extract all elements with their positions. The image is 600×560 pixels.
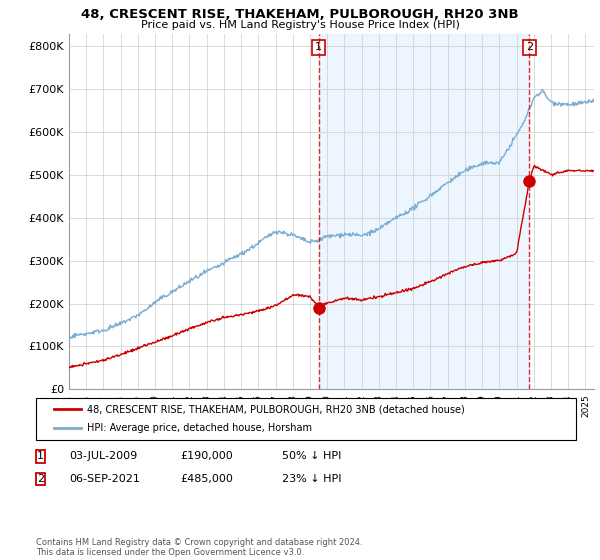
Text: 03-JUL-2009: 03-JUL-2009 bbox=[69, 451, 137, 461]
Text: 1: 1 bbox=[37, 451, 44, 461]
Text: 48, CRESCENT RISE, THAKEHAM, PULBOROUGH, RH20 3NB (detached house): 48, CRESCENT RISE, THAKEHAM, PULBOROUGH,… bbox=[87, 404, 465, 414]
Text: 1: 1 bbox=[315, 43, 322, 53]
Text: Contains HM Land Registry data © Crown copyright and database right 2024.
This d: Contains HM Land Registry data © Crown c… bbox=[36, 538, 362, 557]
Text: 2: 2 bbox=[526, 43, 533, 53]
Text: £190,000: £190,000 bbox=[180, 451, 233, 461]
Text: 48, CRESCENT RISE, THAKEHAM, PULBOROUGH, RH20 3NB: 48, CRESCENT RISE, THAKEHAM, PULBOROUGH,… bbox=[81, 8, 519, 21]
Text: £485,000: £485,000 bbox=[180, 474, 233, 484]
Text: 2: 2 bbox=[37, 474, 44, 484]
Text: 06-SEP-2021: 06-SEP-2021 bbox=[69, 474, 140, 484]
Bar bbox=[319, 34, 529, 389]
Text: 50% ↓ HPI: 50% ↓ HPI bbox=[282, 451, 341, 461]
Text: 23% ↓ HPI: 23% ↓ HPI bbox=[282, 474, 341, 484]
Text: HPI: Average price, detached house, Horsham: HPI: Average price, detached house, Hors… bbox=[87, 423, 312, 433]
Text: Price paid vs. HM Land Registry's House Price Index (HPI): Price paid vs. HM Land Registry's House … bbox=[140, 20, 460, 30]
